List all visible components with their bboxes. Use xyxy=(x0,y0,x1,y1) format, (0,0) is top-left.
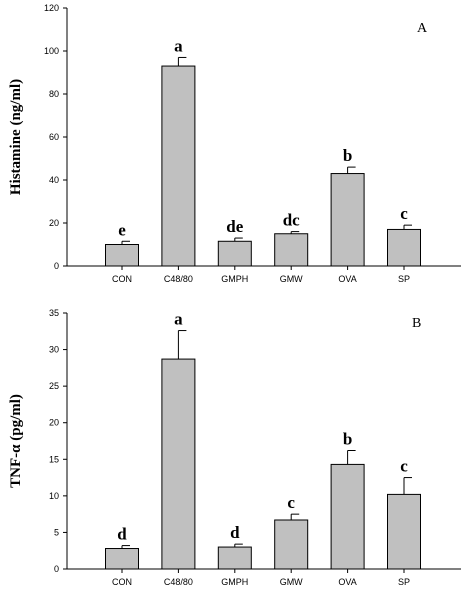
panel-label: B xyxy=(412,316,421,331)
significance-letter: c xyxy=(400,457,408,476)
x-tick-label: C48/80 xyxy=(164,274,193,284)
x-tick-label: GMPH xyxy=(221,577,248,587)
y-axis-title: Histamine (ng/ml) xyxy=(8,79,24,195)
y-tick-label: 25 xyxy=(49,381,59,391)
bar-ova xyxy=(330,463,365,570)
y-tick-label: 80 xyxy=(49,89,59,99)
significance-letter: de xyxy=(226,217,243,236)
significance-letter: b xyxy=(343,146,352,165)
x-tick-label: GMW xyxy=(280,274,303,284)
y-tick-label: 0 xyxy=(54,564,59,574)
y-tick-label: 35 xyxy=(49,308,59,318)
significance-letter: b xyxy=(343,430,352,449)
bar-con xyxy=(105,548,139,570)
bar-c4880 xyxy=(161,358,196,570)
y-tick-label: 15 xyxy=(49,454,59,464)
bar-gmw xyxy=(274,519,309,570)
x-tick-label: SP xyxy=(398,274,410,284)
significance-letter: d xyxy=(117,525,127,544)
y-axis-title: TNF-α (pg/ml) xyxy=(8,394,24,488)
bar-sp xyxy=(387,493,421,570)
bar-gmph xyxy=(217,546,252,570)
bar-gmw xyxy=(274,233,309,267)
histamine-chart: 0 20 40 60 80 100 120 Histamine (ng/ml) A CON e C48… xyxy=(8,3,461,284)
y-tick-label: 20 xyxy=(49,218,59,228)
significance-letter: c xyxy=(287,493,295,512)
bar-sp xyxy=(387,228,421,267)
x-tick-label: C48/80 xyxy=(164,577,193,587)
y-tick-label: 5 xyxy=(54,527,59,537)
y-tick-label: 0 xyxy=(54,261,59,271)
y-tick-label: 120 xyxy=(44,3,59,13)
x-tick-label: OVA xyxy=(338,577,356,587)
x-tick-label: SP xyxy=(398,577,410,587)
bar-ova xyxy=(330,173,365,267)
significance-letter: d xyxy=(230,523,240,542)
bar-gmph xyxy=(217,240,252,267)
x-tick-label: CON xyxy=(112,274,132,284)
x-tick-label: GMPH xyxy=(221,274,248,284)
significance-letter: a xyxy=(174,36,183,55)
y-tick-label: 100 xyxy=(44,46,59,56)
significance-letter: dc xyxy=(283,211,300,230)
tnf-alpha-chart: 0 5 10 15 20 25 30 35 TNF-α (pg/ml) B CON d C48/80 a G… xyxy=(8,308,461,587)
bar-c4880 xyxy=(161,65,196,267)
x-tick-label: CON xyxy=(112,577,132,587)
y-tick-label: 20 xyxy=(49,418,59,428)
x-tick-label: OVA xyxy=(338,274,356,284)
x-tick-label: GMW xyxy=(280,577,303,587)
y-tick-label: 10 xyxy=(49,491,59,501)
y-tick-label: 60 xyxy=(49,132,59,142)
significance-letter: e xyxy=(118,220,126,239)
significance-letter: c xyxy=(400,204,408,223)
y-tick-label: 40 xyxy=(49,175,59,185)
y-tick-label: 30 xyxy=(49,345,59,355)
panel-label: A xyxy=(417,21,428,36)
significance-letter: a xyxy=(174,310,183,329)
bar-con xyxy=(105,244,139,267)
